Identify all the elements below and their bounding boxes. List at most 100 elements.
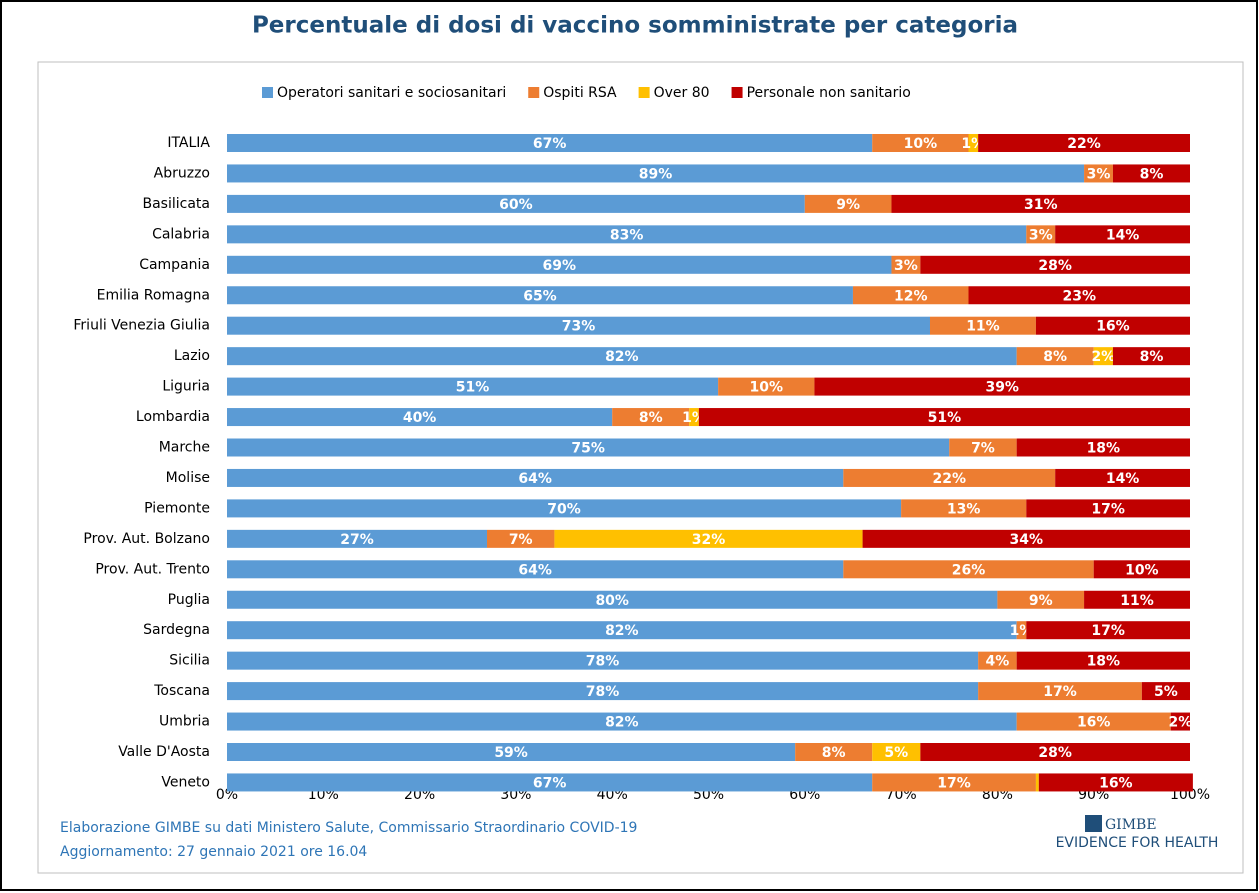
bar-segment [804,194,892,213]
bar-segment [1112,347,1190,366]
bar-segment [689,408,699,427]
data-label: 83% [610,227,644,243]
legend-swatch [638,87,650,98]
data-label: 67% [533,136,567,152]
data-label: 17% [1091,623,1125,639]
data-label: 8% [822,745,846,761]
data-label: 18% [1087,654,1121,670]
y-tick-label: Liguria [162,379,210,395]
bar-segment [718,377,815,396]
bar-segment [843,560,1094,579]
data-label: 7% [509,532,533,548]
data-label: 40% [403,410,437,426]
bar-segment [1026,225,1056,244]
bar-segment [1084,590,1190,609]
source-note: Elaborazione GIMBE su dati Ministero Sal… [60,820,637,836]
bar-segment [920,255,1190,274]
bar-segment [1016,621,1027,640]
data-label: 82% [605,623,639,639]
bar-segment [227,499,902,518]
bar-segment [227,590,998,609]
data-label: 51% [456,380,490,396]
bar-segment [891,194,1190,213]
bar-segment [852,286,969,305]
data-label: 22% [1067,136,1101,152]
bar-segment [227,225,1027,244]
y-tick-label: Campania [139,257,210,273]
data-label: 75% [571,441,605,457]
bar-segment [487,529,555,548]
bar-segment [227,682,979,701]
data-label: 78% [586,654,620,670]
chart-title: Percentuale di dosi di vaccino somminist… [252,13,1018,39]
data-label: 31% [1024,197,1058,213]
bar-segment [1026,621,1190,640]
data-label: 26% [952,562,986,578]
data-label: 14% [1106,227,1140,243]
data-label: 82% [605,349,639,365]
bar-segment [814,377,1190,396]
data-label: 65% [523,288,557,304]
y-tick-label: ITALIA [167,135,210,151]
bar-segment [1112,164,1190,183]
data-label: 10% [904,136,938,152]
bar-segment [227,255,892,274]
y-tick-label: Valle D'Aosta [118,744,210,760]
legend-label: Personale non sanitario [747,85,911,101]
bar-segment [227,377,719,396]
bar-segment [949,438,1017,457]
y-tick-label: Toscana [153,683,210,699]
legend-swatch [262,87,273,98]
data-label: 16% [1077,715,1111,731]
data-label: 10% [1125,562,1159,578]
logo: GIMBE [1105,817,1157,833]
bar-segment [227,529,488,548]
data-label: 60% [499,197,533,213]
y-tick-label: Abruzzo [154,165,210,181]
data-label: 27% [340,532,374,548]
bar-segment [1016,712,1171,731]
data-label: 2% [1091,349,1115,365]
bar-segment [872,134,969,152]
bar-segment [1055,225,1190,244]
bar-segment [227,194,805,213]
bar-segment [1035,773,1039,792]
bar-segment [227,438,950,457]
data-label: 16% [1099,775,1133,791]
bar-segment [1093,347,1113,366]
y-tick-label: Lombardia [136,409,210,425]
bar-segment [978,651,1017,670]
bar-segment [227,347,1017,366]
data-label: 80% [595,593,629,609]
data-label: 9% [836,197,860,213]
data-label: 12% [894,288,928,304]
data-label: 8% [1043,349,1067,365]
bar-segment [554,529,863,548]
data-label: 51% [928,410,962,426]
legend-label: Over 80 [654,85,710,101]
y-tick-label: Calabria [152,226,210,242]
y-tick-label: Molise [166,470,210,486]
data-label: 64% [518,562,552,578]
bar-segment [978,134,1190,152]
y-tick-label: Puglia [168,592,210,608]
y-tick-label: Sicilia [169,653,210,669]
data-label: 3% [1029,227,1053,243]
bar-segment [891,255,921,274]
bar-segment [1038,773,1193,792]
data-label: 17% [1091,501,1125,517]
data-label: 3% [894,258,918,274]
data-label: 14% [1106,471,1140,487]
data-label: 70% [547,501,581,517]
data-label: 5% [884,745,908,761]
bar-segment [227,408,613,427]
y-tick-label: Marche [159,440,210,456]
legend-swatch [731,87,743,98]
data-label: 11% [966,319,1000,335]
data-label: 8% [639,410,663,426]
data-label: 59% [494,745,528,761]
bar-segment [1170,712,1190,731]
data-label: 8% [1140,166,1164,182]
data-label: 16% [1096,319,1130,335]
